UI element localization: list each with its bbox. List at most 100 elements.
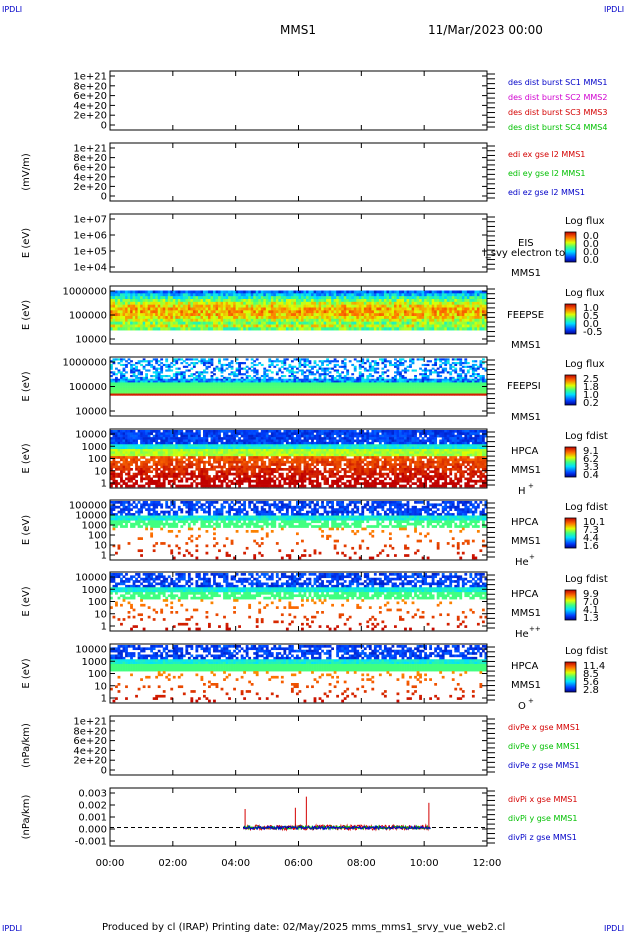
- spectrogram-cell: [241, 392, 244, 394]
- spectrogram-cell: [198, 382, 201, 384]
- spectrogram-cell: [351, 293, 354, 296]
- spectrogram-cell: [183, 390, 186, 392]
- spectrogram-cell: [286, 322, 289, 325]
- spectrogram-cell: [231, 313, 234, 316]
- spectrogram-cell: [165, 316, 168, 319]
- spectrogram-cell: [366, 375, 369, 377]
- spectrogram-cell: [283, 299, 286, 302]
- spectrogram-cell: [306, 360, 309, 362]
- spectrogram-cell: [155, 480, 158, 483]
- spectrogram-cell: [366, 358, 369, 360]
- colorbar-title: Log flux: [565, 359, 605, 370]
- spectrogram-cell: [238, 390, 241, 392]
- spectrogram-cell: [434, 310, 437, 313]
- spectrogram-cell: [293, 310, 296, 313]
- spectrogram-cell: [384, 327, 387, 330]
- spectrogram-cell: [407, 382, 410, 384]
- spectrogram-cell: [384, 379, 387, 381]
- spectrogram-cell: [243, 368, 246, 370]
- spectrogram-cell: [344, 390, 347, 392]
- spectrogram-cell: [422, 316, 425, 319]
- spectrogram-cell: [256, 324, 259, 327]
- spectrogram-cell: [314, 381, 317, 383]
- spectrogram-cell: [349, 377, 352, 379]
- spectrogram-cell: [268, 384, 271, 386]
- spectrogram-cell: [168, 392, 171, 394]
- spectrogram-cell: [118, 379, 121, 381]
- spectrogram-cell: [233, 382, 236, 384]
- spectrogram-cell: [145, 437, 148, 440]
- spectrogram-cell: [153, 375, 156, 377]
- spectrogram-cell: [268, 381, 271, 383]
- legend-entry: edi ey gse l2 MMS1: [508, 169, 586, 178]
- spectrogram-cell: [160, 442, 163, 445]
- spectrogram-cell: [163, 449, 166, 452]
- spectrogram-cell: [429, 319, 432, 322]
- spectrogram-cell: [195, 327, 198, 330]
- spectrogram-cell: [472, 290, 475, 293]
- spectrogram-cell: [253, 310, 256, 313]
- spectrogram-cell: [120, 327, 123, 330]
- spectrogram-cell: [261, 384, 264, 386]
- spectrogram-cell: [130, 296, 133, 299]
- spectrogram-cell: [150, 390, 153, 392]
- spectrogram-cell: [386, 290, 389, 293]
- spectrogram-cell: [459, 362, 462, 364]
- spectrogram-cell: [381, 322, 384, 325]
- spectrogram-cell: [359, 377, 362, 379]
- spectrogram-cell: [359, 379, 362, 381]
- spectrogram-cell: [402, 316, 405, 319]
- spectrogram-cell: [185, 324, 188, 327]
- spectrogram-cell: [158, 442, 161, 445]
- spectrogram-cell: [409, 382, 412, 384]
- spectrogram-cell: [477, 327, 480, 330]
- spectrogram-cell: [316, 382, 319, 384]
- spectrogram-cell: [258, 394, 261, 396]
- spectrogram-cell: [143, 432, 146, 435]
- spectrogram-cell: [180, 375, 183, 377]
- spectrogram-cell: [482, 296, 485, 299]
- spectrogram-cell: [359, 394, 362, 396]
- spectrogram-cell: [329, 360, 332, 362]
- spectrogram-cell: [251, 384, 254, 386]
- spectrogram-cell: [266, 375, 269, 377]
- spectrogram-cell: [123, 482, 126, 485]
- spectrogram-cell: [474, 316, 477, 319]
- spectrogram-cell: [228, 364, 231, 366]
- spectrogram-cell: [329, 324, 332, 327]
- spectrogram-cell: [113, 463, 116, 466]
- spectrogram-cell: [195, 392, 198, 394]
- spectrogram-cell: [198, 305, 201, 308]
- spectrogram-cell: [130, 382, 133, 384]
- spectrogram-cell: [409, 322, 412, 325]
- spectrogram-cell: [163, 392, 166, 394]
- spectrogram-cell: [349, 322, 352, 325]
- spectrogram-cell: [243, 302, 246, 305]
- spectrogram-cell: [439, 358, 442, 360]
- spectrogram-cell: [113, 379, 116, 381]
- spectrogram-cell: [253, 379, 256, 381]
- spectrogram-cell: [203, 310, 206, 313]
- spectrogram-cell: [341, 392, 344, 394]
- spectrogram-cell: [165, 440, 168, 443]
- spectrogram-cell: [241, 382, 244, 384]
- spectrogram-cell: [464, 293, 467, 296]
- spectrogram-cell: [364, 388, 367, 390]
- spectrogram-cell: [185, 313, 188, 316]
- spectrogram-cell: [273, 293, 276, 296]
- spectrogram-cell: [163, 390, 166, 392]
- spectrogram-cell: [148, 459, 151, 462]
- spectrogram-cell: [477, 375, 480, 377]
- spectrogram-cell: [185, 290, 188, 293]
- spectrogram-cell: [459, 384, 462, 386]
- spectrogram-cell: [236, 362, 239, 364]
- spectrogram-cell: [148, 442, 151, 445]
- spectrogram-cell: [143, 313, 146, 316]
- spectrogram-cell: [459, 290, 462, 293]
- spectrogram-cell: [346, 371, 349, 373]
- spectrogram-cell: [472, 302, 475, 305]
- spectrogram-cell: [175, 316, 178, 319]
- spectrogram-cell: [223, 390, 226, 392]
- spectrogram-cell: [133, 449, 136, 452]
